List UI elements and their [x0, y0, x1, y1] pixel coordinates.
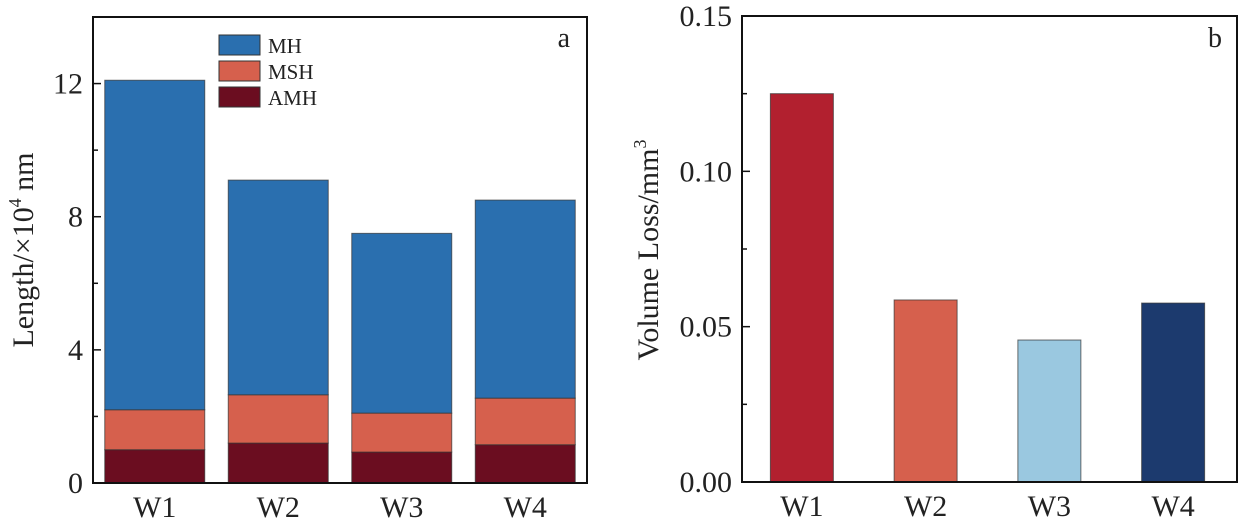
bar-amh-w4 — [474, 444, 576, 484]
panel-b-label: b — [1208, 23, 1222, 54]
legend-swatch-msh — [218, 60, 261, 82]
y-tick-label: 4 — [68, 334, 83, 367]
bar-msh-w4 — [474, 397, 576, 446]
panel-b-y-ticks: 0.00 0.05 0.10 0.15 — [680, 0, 750, 499]
y-tick-label: 12 — [53, 68, 83, 101]
x-tick-label: W3 — [380, 491, 423, 524]
x-tick-label: W2 — [904, 490, 947, 523]
y-tick-label: 0.15 — [680, 0, 733, 33]
x-tick-label: W3 — [1028, 490, 1071, 523]
bar-mh-w2 — [227, 179, 329, 396]
y-tick-label: 0.05 — [680, 311, 733, 344]
x-tick-label: W2 — [257, 491, 300, 524]
x-tick-label: W1 — [133, 491, 176, 524]
bar-msh-w2 — [227, 394, 329, 444]
bar-w2 — [893, 299, 958, 483]
legend-swatch-mh — [218, 34, 261, 56]
y-tick-label: 0.10 — [680, 155, 733, 188]
bar-w1 — [769, 93, 834, 483]
panel-a-bars — [104, 79, 576, 484]
x-tick-label: W1 — [780, 490, 823, 523]
bar-mh-w3 — [351, 232, 453, 414]
y-tick-label: 8 — [68, 201, 83, 234]
panel-b-bars — [769, 93, 1206, 483]
bar-msh-w1 — [104, 409, 206, 451]
panel-a-y-axis-label: Length/×104 nm — [5, 152, 40, 347]
bar-amh-w3 — [351, 451, 453, 484]
bar-mh-w1 — [104, 79, 206, 411]
legend-label-amh: AMH — [268, 86, 317, 110]
bar-w4 — [1141, 302, 1206, 483]
bar-w3 — [1017, 339, 1082, 483]
y-tick-label: 0 — [68, 467, 83, 500]
panel-a-plot-frame — [92, 16, 588, 484]
panel-b-bar-chart: 0.00 0.05 0.10 0.15 W1 W2 W3 W4 b Volume Loss/… — [630, 0, 1238, 523]
panel-a-x-tick-labels: W1 W2 W3 W4 — [133, 491, 547, 524]
legend-label-mh: MH — [268, 34, 302, 58]
bar-amh-w1 — [104, 449, 206, 484]
bar-msh-w3 — [351, 412, 453, 453]
panel-b-y-axis-label: Volume Loss/mm3 — [630, 140, 665, 361]
bar-amh-w2 — [227, 442, 329, 484]
bar-mh-w4 — [474, 199, 576, 399]
panel-a-y-ticks: 0 4 8 12 — [53, 68, 101, 500]
x-tick-label: W4 — [1151, 490, 1194, 523]
x-tick-label: W4 — [504, 491, 547, 524]
legend-swatch-amh — [218, 86, 261, 108]
legend-label-msh: MSH — [268, 60, 314, 84]
y-tick-label: 0.00 — [680, 466, 733, 499]
panel-a-label: a — [558, 23, 571, 54]
panel-b-x-tick-labels: W1 W2 W3 W4 — [780, 490, 1195, 523]
